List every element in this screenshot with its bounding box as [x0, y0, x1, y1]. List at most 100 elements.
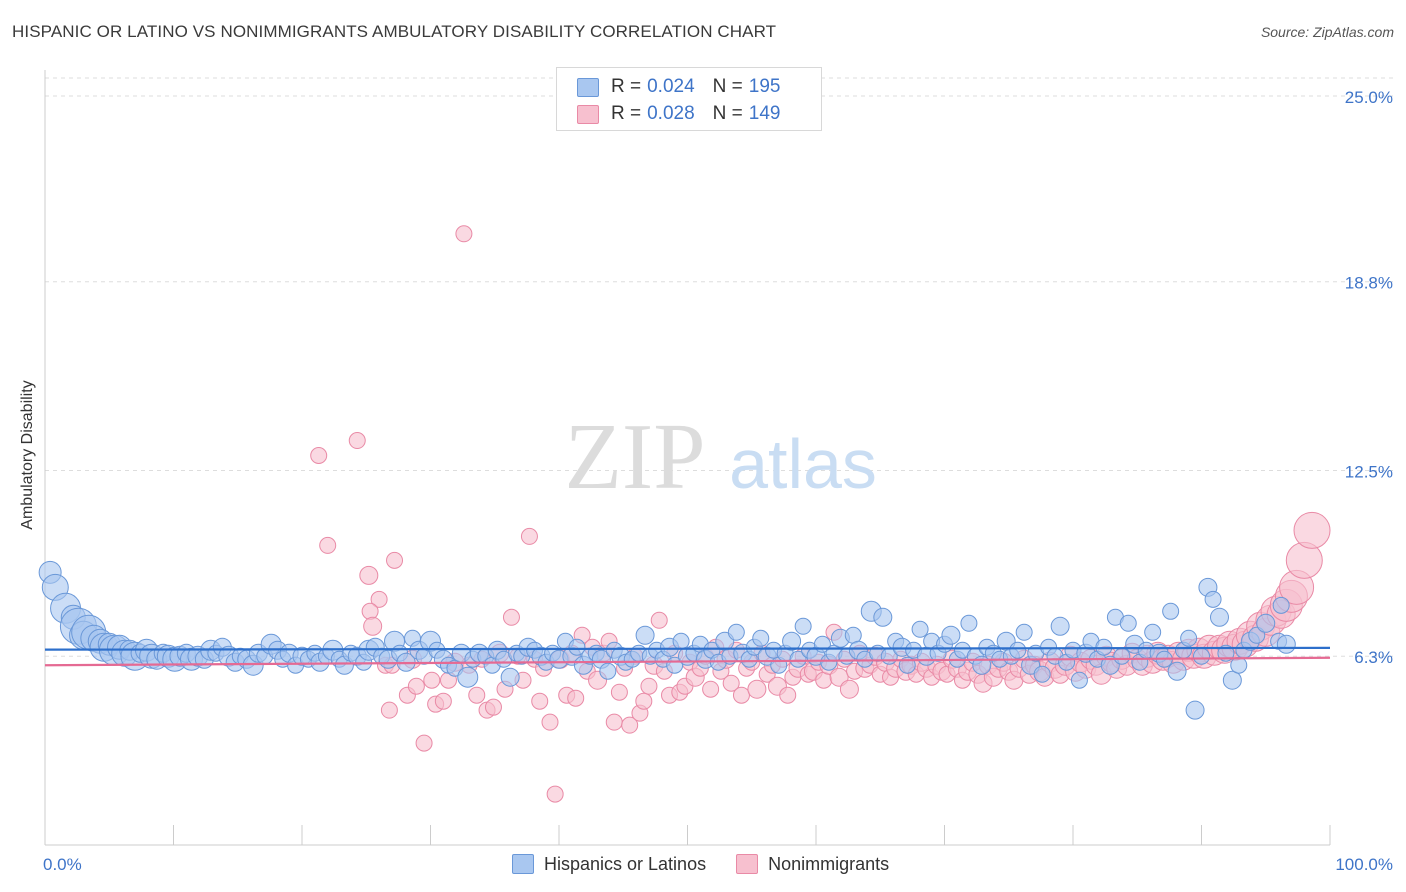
legend-row-nonimmigrants: R = 0.028 N = 149: [577, 102, 780, 126]
point-hispanics: [794, 617, 812, 635]
legend-r-label: R =: [611, 76, 642, 97]
point-nonimmigrants: [359, 565, 379, 585]
chart-title: HISPANIC OR LATINO VS NONIMMIGRANTS AMBU…: [12, 22, 777, 41]
point-hispanics: [1204, 590, 1222, 608]
point-hispanics: [1272, 596, 1290, 614]
point-nonimmigrants: [747, 679, 767, 699]
series-hispanics-or-latinos: [38, 560, 1296, 720]
point-hispanics: [1144, 623, 1162, 641]
point-nonimmigrants: [650, 611, 668, 629]
point-hispanics: [1167, 661, 1187, 681]
point-nonimmigrants: [455, 225, 473, 243]
point-hispanics: [789, 650, 807, 668]
point-nonimmigrants: [702, 680, 720, 698]
point-hispanics: [599, 662, 617, 680]
point-nonimmigrants: [380, 701, 398, 719]
point-hispanics: [457, 666, 479, 688]
point-hispanics: [568, 638, 586, 656]
point-nonimmigrants: [310, 447, 328, 465]
point-nonimmigrants: [434, 692, 452, 710]
point-nonimmigrants: [541, 713, 559, 731]
point-nonimmigrants: [423, 671, 441, 689]
point-hispanics: [727, 623, 745, 641]
point-nonimmigrants: [635, 692, 653, 710]
y-tick-label: 12.5%: [1345, 462, 1393, 481]
legend-swatch-pink: [577, 104, 599, 124]
point-hispanics: [782, 631, 802, 651]
point-nonimmigrants: [319, 536, 337, 554]
point-nonimmigrants: [839, 679, 859, 699]
point-hispanics: [873, 607, 893, 627]
y-tick-label: 18.8%: [1345, 274, 1393, 293]
watermark-atlas: atlas: [729, 425, 877, 503]
point-nonimmigrants: [732, 686, 750, 704]
point-hispanics: [1070, 671, 1088, 689]
point-hispanics: [1180, 629, 1198, 647]
trend-lines: [44, 646, 1331, 667]
bottom-legend-label: Nonimmigrants: [768, 853, 890, 874]
point-hispanics: [1009, 641, 1027, 659]
point-nonimmigrants: [779, 686, 797, 704]
legend-n-value: 195: [748, 76, 781, 97]
legend-r-value: 0.028: [647, 103, 695, 124]
legend-n-label: N =: [712, 103, 743, 124]
point-hispanics: [500, 667, 520, 687]
point-nonimmigrants: [407, 677, 425, 695]
x-tick-label-min: 0.0%: [43, 855, 82, 874]
point-nonimmigrants: [468, 686, 486, 704]
point-nonimmigrants: [605, 713, 623, 731]
bottom-legend-item-nonimmigrants[interactable]: Nonimmigrants: [736, 854, 889, 875]
point-nonimmigrants: [1293, 511, 1331, 549]
source-label: Source: ZipAtlas.com: [1260, 24, 1394, 40]
point-nonimmigrants: [610, 683, 628, 701]
grid-lines: [45, 77, 1393, 657]
y-axis-label: Ambulatory Disability: [19, 380, 36, 530]
watermark: ZIP atlas: [565, 405, 877, 509]
trend-line-nonimmigrants: [44, 656, 1331, 667]
point-hispanics: [1119, 614, 1137, 632]
point-hispanics: [960, 614, 978, 632]
point-nonimmigrants: [363, 616, 383, 636]
point-hispanics: [1193, 647, 1210, 665]
point-hispanics: [1209, 607, 1229, 627]
x-tick-label-max: 100.0%: [1335, 855, 1393, 874]
bottom-legend-item-hispanics[interactable]: Hispanics or Latinos: [512, 854, 706, 875]
trend-line-hispanics: [44, 646, 1331, 651]
point-hispanics: [635, 625, 655, 645]
legend-n-label: N =: [712, 76, 743, 97]
legend-r-label: R =: [611, 103, 642, 124]
point-hispanics: [1230, 656, 1248, 674]
point-nonimmigrants: [386, 551, 404, 569]
point-hispanics: [1276, 634, 1296, 654]
point-hispanics: [1185, 700, 1205, 720]
point-nonimmigrants: [567, 689, 585, 707]
axes: [44, 70, 1331, 846]
point-nonimmigrants: [484, 698, 502, 716]
bottom-legend-label: Hispanics or Latinos: [544, 853, 707, 874]
point-hispanics: [941, 625, 961, 645]
y-tick-label: 25.0%: [1345, 88, 1393, 107]
legend-row-hispanics: R = 0.024 N = 195: [577, 75, 780, 99]
watermark-zip: ZIP: [565, 405, 706, 509]
point-nonimmigrants: [348, 432, 366, 450]
point-hispanics: [1222, 670, 1242, 690]
bottom-legend-swatch-pink: [736, 854, 759, 874]
point-hispanics: [1113, 647, 1131, 665]
point-nonimmigrants: [546, 785, 564, 803]
point-nonimmigrants: [621, 716, 639, 734]
point-nonimmigrants: [361, 602, 379, 620]
point-nonimmigrants: [520, 527, 538, 545]
point-nonimmigrants: [722, 674, 740, 692]
tick-labels: 6.3% 12.5% 18.8% 25.0% 0.0% 100.0%: [43, 88, 1393, 874]
point-hispanics: [1050, 616, 1070, 636]
legend-r-value: 0.024: [647, 76, 695, 97]
legend-swatch-blue: [577, 77, 599, 97]
bottom-legend: Hispanics or Latinos Nonimmigrants: [512, 852, 919, 876]
legend-n-value: 149: [748, 103, 781, 124]
bottom-legend-swatch-blue: [512, 854, 534, 874]
point-nonimmigrants: [640, 677, 658, 695]
point-hispanics: [911, 620, 929, 638]
point-nonimmigrants: [370, 590, 388, 608]
point-hispanics: [1162, 602, 1180, 620]
